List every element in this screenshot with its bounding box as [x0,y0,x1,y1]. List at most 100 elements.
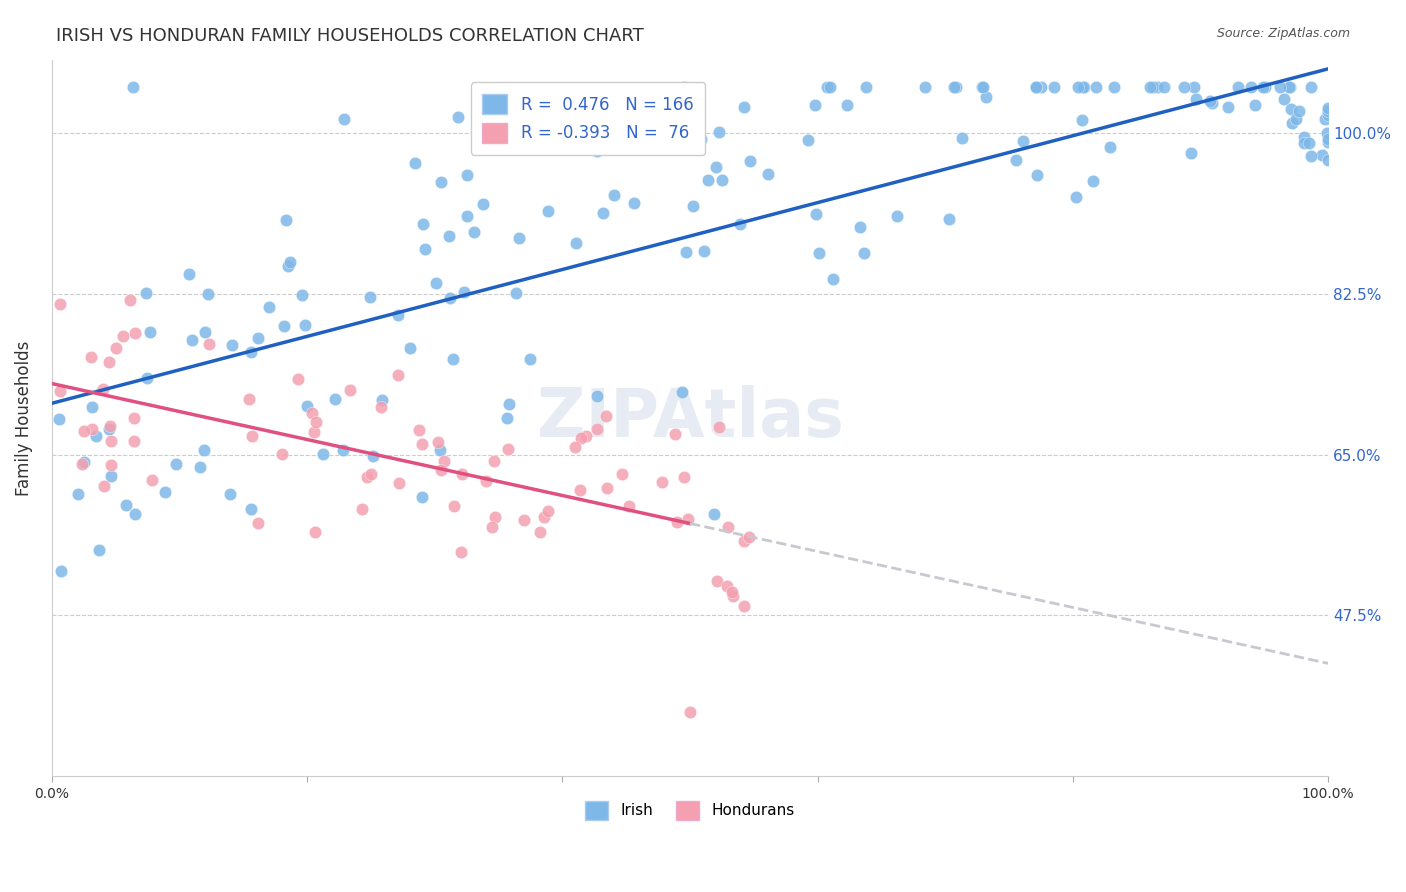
Point [1142,80,1164,95]
Point [271,447,294,461]
Point [728,217,751,231]
Point [1218,100,1240,114]
Point [356,470,378,484]
Point [612,467,634,481]
Point [671,385,693,400]
Point [1071,113,1094,128]
Point [333,112,356,127]
Point [48,412,70,426]
Point [277,259,299,273]
Point [1285,112,1308,127]
Point [1310,148,1333,162]
Text: Source: ZipAtlas.com: Source: ZipAtlas.com [1216,27,1350,40]
Point [679,705,702,719]
Point [1199,94,1222,108]
Point [305,415,328,429]
Point [586,145,609,159]
Point [1084,80,1107,95]
Point [1153,80,1175,95]
Point [278,254,301,268]
Point [1298,136,1320,150]
Point [181,333,204,347]
Point [70,457,93,471]
Point [853,246,876,260]
Point [411,490,433,504]
Point [1270,80,1292,95]
Point [153,485,176,500]
Point [124,326,146,340]
Point [66,487,89,501]
Point [446,110,468,124]
Point [287,372,309,386]
Point [97,355,120,369]
Point [371,393,394,408]
Point [564,440,586,454]
Point [1317,106,1340,120]
Point [1026,168,1049,182]
Point [1081,174,1104,188]
Point [456,209,478,223]
Point [1025,80,1047,95]
Point [481,520,503,534]
Point [141,473,163,487]
Point [122,434,145,449]
Point [697,172,720,186]
Point [818,80,841,95]
Point [569,431,592,445]
Point [425,276,447,290]
Point [707,125,730,139]
Point [1227,80,1250,95]
Point [139,325,162,339]
Point [135,370,157,384]
Point [1180,146,1202,161]
Point [360,467,382,481]
Point [413,242,436,256]
Point [80,350,103,364]
Point [388,476,411,491]
Point [804,207,827,221]
Point [194,325,217,339]
Point [692,244,714,258]
Point [682,199,704,213]
Point [1025,80,1047,95]
Point [1139,80,1161,95]
Point [1011,135,1033,149]
Point [914,80,936,95]
Point [945,80,967,95]
Point [1278,80,1301,95]
Point [115,498,138,512]
Point [721,589,744,603]
Point [73,455,96,469]
Point [1073,80,1095,95]
Point [1317,108,1340,122]
Point [1240,80,1263,95]
Point [756,167,779,181]
Point [717,520,740,534]
Point [429,442,451,457]
Point [1244,97,1267,112]
Point [1281,116,1303,130]
Point [972,80,994,95]
Point [408,423,430,437]
Point [72,424,94,438]
Point [1146,80,1168,95]
Point [513,513,536,527]
Point [533,510,555,524]
Point [1071,80,1094,95]
Point [188,460,211,475]
Legend: Irish, Hondurans: Irish, Hondurans [579,795,800,826]
Point [304,425,326,439]
Point [111,329,134,343]
Point [84,429,107,443]
Point [650,475,672,490]
Point [1029,80,1052,95]
Point [664,426,686,441]
Point [505,285,527,300]
Point [312,446,335,460]
Point [586,389,609,403]
Point [738,530,761,544]
Point [49,565,72,579]
Point [411,437,433,451]
Point [135,285,157,300]
Point [568,483,591,498]
